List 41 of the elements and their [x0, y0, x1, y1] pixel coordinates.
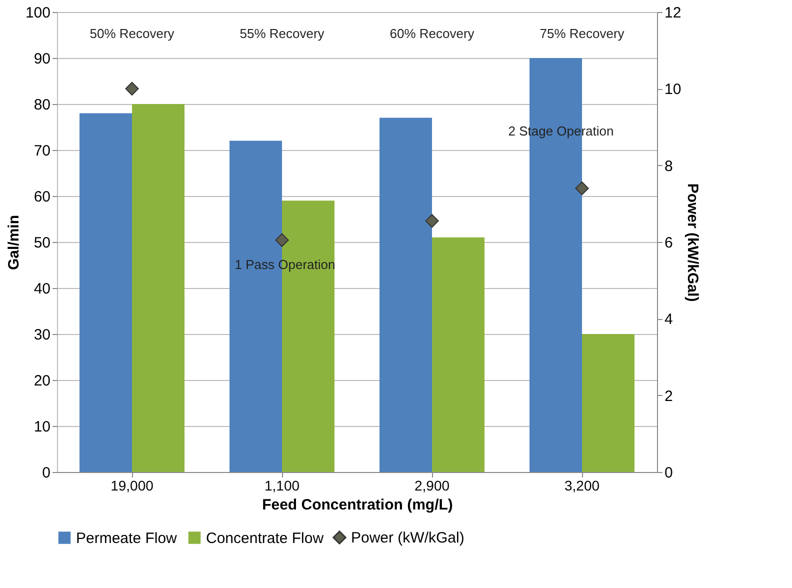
point [125, 82, 139, 96]
y-tick-label: 20 [34, 372, 50, 390]
annotation: 75% Recovery [540, 26, 625, 41]
y-tick-label: 30 [34, 326, 50, 344]
annotation: 55% Recovery [240, 26, 325, 41]
y2-tick-label: 0 [664, 464, 673, 482]
y-tick-label: 80 [34, 96, 50, 114]
y-axis-title: Gal/min [5, 214, 22, 270]
bar [132, 104, 184, 472]
y-tick-label: 10 [34, 418, 50, 436]
x-tick-label: 2,900 [414, 478, 450, 494]
y-tick-label: 100 [25, 4, 50, 22]
bar [80, 113, 132, 472]
y2-tick-label: 6 [664, 234, 673, 252]
y-tick-label: 70 [34, 142, 50, 160]
x-axis-title: Feed Concentration (mg/L) [262, 496, 453, 514]
legend-label: Power (kW/kGal) [351, 530, 464, 546]
bar [380, 118, 432, 472]
point [575, 182, 589, 196]
legend-label: Permeate Flow [76, 530, 178, 547]
point [275, 233, 289, 247]
annotation: 50% Recovery [90, 26, 175, 41]
y-tick-label: 0 [42, 464, 50, 482]
y2-tick-label: 4 [664, 311, 673, 328]
y-tick-label: 50 [34, 234, 50, 252]
x-tick-label: 1,100 [264, 478, 300, 494]
x-tick-label: 3,200 [564, 478, 600, 494]
y-tick-label: 40 [34, 280, 50, 298]
y2-tick-label: 8 [664, 158, 673, 175]
x-tick-label: 19,000 [110, 478, 154, 494]
legend-label: Concentrate Flow [206, 530, 324, 547]
annotation: 60% Recovery [390, 26, 475, 41]
point [425, 214, 439, 228]
y2-axis-title: Power (kW/kGal) [684, 183, 702, 302]
y2-tick-label: 12 [664, 4, 682, 22]
y-tick-label: 90 [34, 50, 50, 68]
y2-tick-label: 10 [664, 81, 682, 98]
y2-tick-label: 2 [664, 388, 673, 405]
y-tick-label: 60 [34, 188, 50, 206]
bar [582, 334, 634, 472]
bar [432, 237, 484, 472]
